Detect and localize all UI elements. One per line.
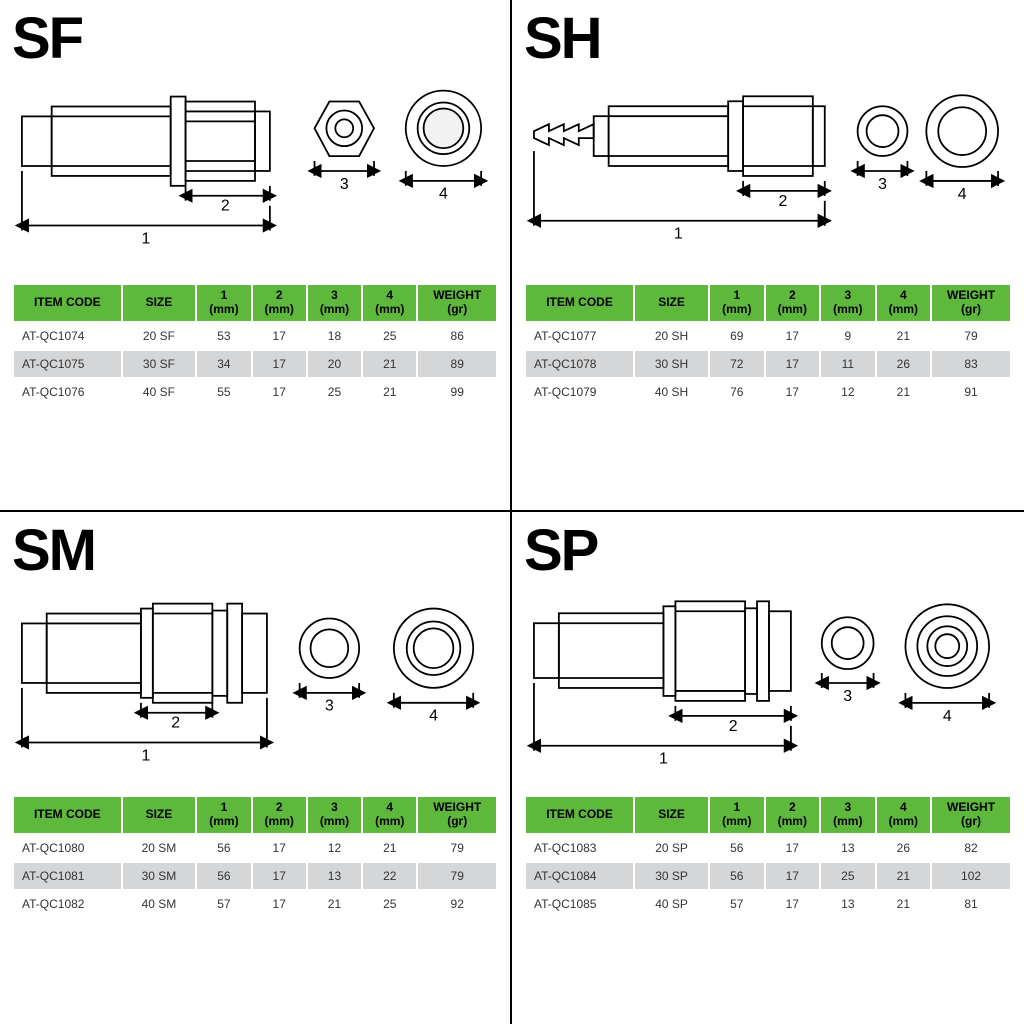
dim-label-2: 2 <box>779 193 788 210</box>
table-row: AT-QC108320 SP5617132682 <box>526 835 1010 861</box>
dim-label-3: 3 <box>340 176 349 193</box>
th-d2: 2(mm) <box>766 797 820 833</box>
dim-label-1: 1 <box>674 226 683 243</box>
th-item-code: ITEM CODE <box>526 797 633 833</box>
panel-sf: SF <box>0 0 512 512</box>
diagram-sf: 2 1 3 4 <box>12 76 498 256</box>
th-size: SIZE <box>123 797 196 833</box>
th-d4: 4(mm) <box>877 285 931 321</box>
panel-sp: SP <box>512 512 1024 1024</box>
th-size: SIZE <box>635 797 708 833</box>
table-row: AT-QC107640 SF5517252199 <box>14 379 496 405</box>
dim-label-2: 2 <box>221 198 230 215</box>
th-d4: 4(mm) <box>363 797 416 833</box>
th-wt: WEIGHT(gr) <box>418 285 496 321</box>
dim-label-1: 1 <box>659 751 668 768</box>
dim-label-1: 1 <box>141 747 150 764</box>
spec-table-sm: ITEM CODE SIZE 1(mm) 2(mm) 3(mm) 4(mm) W… <box>12 795 498 919</box>
panel-title: SF <box>12 10 498 68</box>
th-size: SIZE <box>635 285 708 321</box>
panel-sh: SH <box>512 0 1024 512</box>
th-d3: 3(mm) <box>308 285 361 321</box>
dim-label-4: 4 <box>958 186 967 203</box>
panel-sm: SM <box>0 512 512 1024</box>
th-d2: 2(mm) <box>253 797 306 833</box>
table-row: AT-QC108430 SP56172521102 <box>526 863 1010 889</box>
diagram-sm: 2 1 3 4 <box>12 588 498 768</box>
dim-label-2: 2 <box>171 715 180 732</box>
th-d2: 2(mm) <box>766 285 820 321</box>
dim-label-2: 2 <box>729 718 738 735</box>
table-row: AT-QC107720 SH691792179 <box>526 323 1010 349</box>
diagram-sp: 2 1 3 4 <box>524 588 1012 768</box>
th-d1: 1(mm) <box>197 797 250 833</box>
spec-sheet-grid: SF <box>0 0 1024 1024</box>
table-row: AT-QC107940 SH7617122191 <box>526 379 1010 405</box>
th-size: SIZE <box>123 285 196 321</box>
dim-label-4: 4 <box>943 708 952 725</box>
dim-label-3: 3 <box>843 688 852 705</box>
th-wt: WEIGHT(gr) <box>932 797 1010 833</box>
th-d4: 4(mm) <box>363 285 416 321</box>
th-d3: 3(mm) <box>308 797 361 833</box>
spec-table-sp: ITEM CODE SIZE 1(mm) 2(mm) 3(mm) 4(mm) W… <box>524 795 1012 919</box>
panel-title: SP <box>524 522 1012 580</box>
th-d3: 3(mm) <box>821 797 875 833</box>
th-d1: 1(mm) <box>710 797 764 833</box>
table-row: AT-QC107530 SF3417202189 <box>14 351 496 377</box>
dim-label-4: 4 <box>429 708 438 725</box>
th-d1: 1(mm) <box>197 285 250 321</box>
th-d3: 3(mm) <box>821 285 875 321</box>
table-row: AT-QC108240 SM5717212592 <box>14 891 496 917</box>
table-row: AT-QC107420 SF5317182586 <box>14 323 496 349</box>
table-row: AT-QC108540 SP5717132181 <box>526 891 1010 917</box>
diagram-sh: 2 1 3 4 <box>524 76 1012 256</box>
th-wt: WEIGHT(gr) <box>932 285 1010 321</box>
th-wt: WEIGHT(gr) <box>418 797 496 833</box>
dim-label-1: 1 <box>141 230 150 247</box>
spec-table-sh: ITEM CODE SIZE 1(mm) 2(mm) 3(mm) 4(mm) W… <box>524 283 1012 407</box>
th-d2: 2(mm) <box>253 285 306 321</box>
dim-label-3: 3 <box>325 698 334 715</box>
dim-label-3: 3 <box>878 176 887 193</box>
panel-title: SH <box>524 10 1012 68</box>
table-row: AT-QC107830 SH7217112683 <box>526 351 1010 377</box>
dim-label-4: 4 <box>439 186 448 203</box>
th-d4: 4(mm) <box>877 797 931 833</box>
th-item-code: ITEM CODE <box>14 797 121 833</box>
th-item-code: ITEM CODE <box>14 285 121 321</box>
spec-table-sf: ITEM CODE SIZE 1(mm) 2(mm) 3(mm) 4(mm) W… <box>12 283 498 407</box>
table-row: AT-QC108020 SM5617122179 <box>14 835 496 861</box>
panel-title: SM <box>12 522 498 580</box>
th-d1: 1(mm) <box>710 285 764 321</box>
th-item-code: ITEM CODE <box>526 285 633 321</box>
table-row: AT-QC108130 SM5617132279 <box>14 863 496 889</box>
